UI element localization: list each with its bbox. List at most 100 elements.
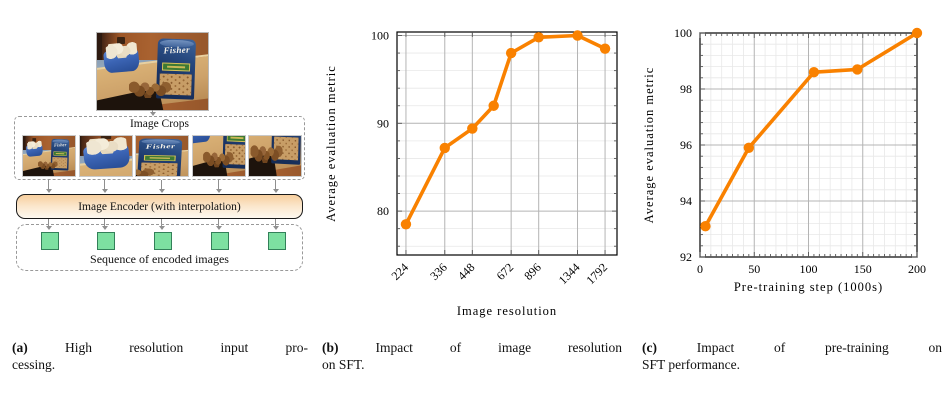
caption-a-line2: cessing.	[12, 357, 56, 373]
data-point	[400, 219, 412, 230]
data-point	[743, 142, 755, 153]
encoded-image-token	[40, 232, 59, 250]
crop-full-scene: Fisher	[23, 136, 75, 176]
photo-scene: Fisher	[249, 136, 301, 176]
caption-c-tag: (c)	[642, 340, 657, 355]
caption-c-line2: SFT performance.	[642, 357, 740, 373]
x-tick-label: 50	[748, 262, 760, 276]
x-tick-label: 224	[388, 260, 411, 283]
arrow-encoder-to-token	[45, 219, 52, 230]
arrow-crop-to-encoder	[272, 180, 279, 193]
caption-c-line1: Impact of pre-training on	[696, 340, 942, 355]
data-point	[439, 142, 450, 154]
caption-b: (b) Impact of image resolution on SFT.	[322, 339, 622, 374]
cabinet-handle-shape	[32, 138, 37, 142]
photo-background-shape	[23, 136, 26, 161]
data-point	[808, 67, 820, 78]
data-point	[852, 64, 863, 75]
photo-scene: Fisher	[97, 33, 208, 110]
caption-b-line1: Impact of image resolution	[375, 340, 622, 355]
caption-a-line1: High resolution input pro-	[65, 340, 308, 355]
arrow-encoder-to-token	[101, 219, 108, 230]
bag-brand-text: Fisher	[145, 142, 176, 151]
walnut-pile-shape	[250, 143, 283, 163]
bag-label-shape	[53, 151, 67, 156]
data-line	[703, 31, 919, 228]
data-point	[911, 27, 923, 39]
x-tick-label: 1792	[583, 260, 610, 287]
y-tick-label: 94	[680, 194, 692, 208]
arrow-encoder-to-token	[272, 219, 279, 230]
x-tick-label: 672	[494, 260, 517, 283]
y-tick-label: 80	[377, 204, 389, 218]
arrow-encoder-to-token	[215, 219, 222, 230]
data-point	[533, 32, 544, 43]
y-tick-label: 100	[371, 29, 389, 43]
chart-pretraining: 92 94 96 98 100 0 50 100 150 200 Pre-training step…	[642, 26, 926, 294]
bag-brand-text: Fisher	[54, 141, 67, 148]
caption-a: (a) High resolution input pro- cessing.	[12, 339, 308, 374]
image-encoder-box: Image Encoder (with interpolation)	[16, 194, 303, 219]
caption-b-line2: on SFT.	[322, 357, 365, 373]
photo-scene: Fisher	[136, 136, 188, 176]
sequence-label: Sequence of encoded images	[90, 252, 229, 266]
data-point	[700, 221, 711, 232]
data-point	[467, 123, 478, 134]
data-point	[488, 100, 499, 111]
arrow-crop-to-encoder	[45, 180, 52, 193]
caption-a-tag: (a)	[12, 340, 28, 355]
walnut-pile-shape	[37, 160, 58, 170]
crop-board-walnuts: Fisher	[192, 136, 245, 176]
input-image: Fisher	[97, 33, 208, 110]
arrow-crop-to-encoder	[158, 180, 165, 193]
walnuts-in-shell-shape	[105, 41, 138, 60]
bag-label-shape	[144, 154, 176, 162]
data-point	[505, 47, 517, 59]
encoded-image-token	[153, 232, 172, 250]
encoded-sequence-box: Sequence of encoded images	[16, 224, 303, 271]
photo-background-shape	[97, 33, 102, 81]
cabinet-handle-shape	[117, 37, 125, 44]
walnuts-in-shell-shape	[26, 140, 42, 150]
walnut-pile-shape	[136, 167, 155, 176]
y-axis-label: Average evaluation metric	[324, 65, 338, 222]
arrow-crop-to-encoder	[215, 180, 222, 193]
x-tick-label: 448	[455, 260, 478, 283]
encoded-image-token	[96, 232, 115, 250]
data-point	[599, 43, 611, 54]
x-tick-label: 150	[854, 262, 872, 276]
x-tick-label: 896	[521, 260, 544, 283]
chart-image-resolution: 80 90 100 224 336 448 672 896 1344 1792 Image reso…	[324, 29, 618, 318]
x-tick-label: 1344	[556, 260, 583, 287]
y-tick-label: 96	[680, 138, 692, 152]
crop-bag-closeup: Fisher	[136, 136, 188, 176]
x-tick-label: 0	[697, 262, 703, 276]
x-tick-label: 200	[908, 262, 926, 276]
encoded-image-token	[210, 232, 229, 250]
panel-high-res-processing: Fisher Image Crops Fisher	[0, 0, 320, 340]
photo-scene: Fisher	[192, 136, 245, 176]
y-tick-label: 90	[377, 116, 389, 130]
arrow-photo-to-crops	[149, 110, 156, 116]
walnut-pile-shape	[202, 150, 233, 168]
data-point	[572, 30, 583, 41]
bag-label-shape	[162, 62, 190, 72]
walnut-pile-shape	[129, 80, 171, 98]
bag-label-shape	[226, 136, 245, 142]
photo-scene: Fisher	[79, 136, 132, 176]
data-line	[404, 33, 607, 227]
y-axis-label: Average evaluation metric	[642, 67, 656, 224]
arrow-encoder-to-token	[158, 219, 165, 230]
arrow-crop-to-encoder	[101, 180, 108, 193]
walnuts-in-shell-shape	[85, 136, 128, 156]
caption-b-tag: (b)	[322, 340, 339, 355]
caption-c: (c) Impact of pre-training on SFT perfor…	[642, 339, 942, 374]
x-axis-label: Image resolution	[457, 304, 557, 318]
encoded-image-token	[267, 232, 286, 250]
photo-scene: Fisher	[23, 136, 75, 176]
y-tick-label: 98	[680, 82, 692, 96]
x-axis-label: Pre-training step (1000s)	[734, 280, 883, 294]
image-crops-label: Image Crops	[129, 118, 190, 130]
y-tick-label: 92	[680, 250, 692, 264]
x-tick-label: 100	[800, 262, 818, 276]
